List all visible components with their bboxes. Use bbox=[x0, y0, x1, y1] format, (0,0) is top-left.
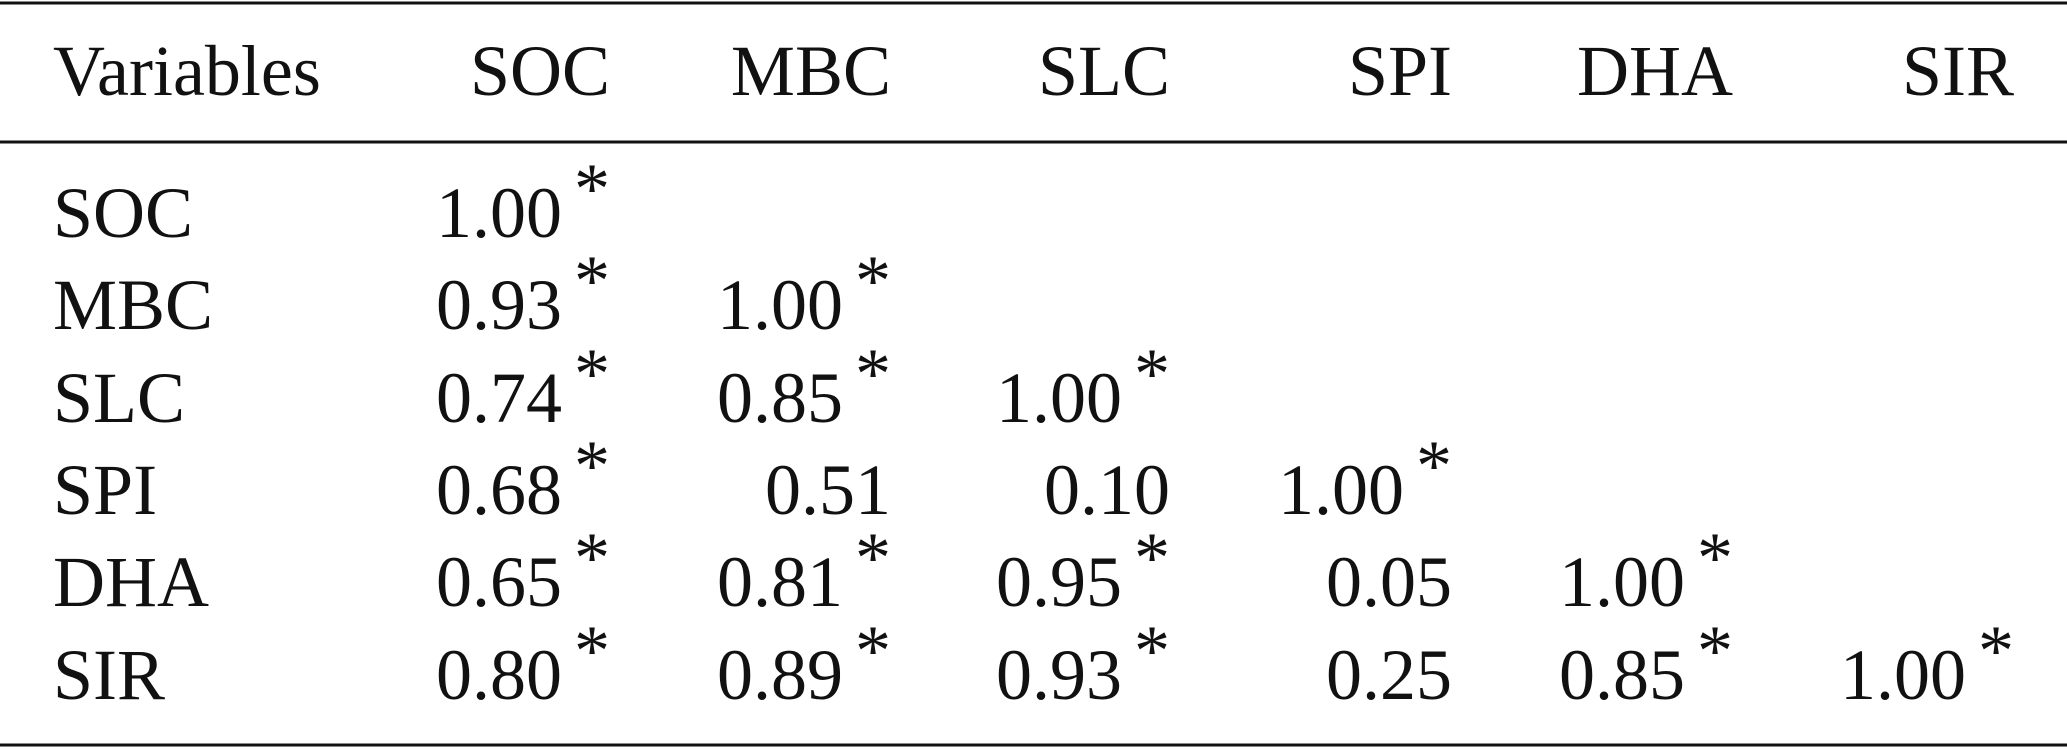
significance-mark: * bbox=[855, 611, 891, 691]
significance-mark: * bbox=[574, 426, 610, 506]
cell: 0.05 bbox=[1326, 542, 1452, 622]
significance-mark: * bbox=[1416, 426, 1452, 506]
cell: 0.74 * bbox=[436, 334, 610, 438]
cell-value: 0.95 bbox=[996, 542, 1122, 622]
cell-value: 0.89 bbox=[717, 635, 843, 715]
header-cell: SPI bbox=[1348, 31, 1452, 111]
significance-mark: * bbox=[574, 149, 610, 229]
cell-value: 0.65 bbox=[436, 542, 562, 622]
cell-value: 1.00 bbox=[996, 358, 1122, 438]
significance-mark: * bbox=[574, 241, 610, 321]
row-label: DHA bbox=[53, 542, 209, 622]
cell: 0.80 * bbox=[436, 611, 610, 715]
cell: 1.00 * bbox=[1278, 426, 1452, 530]
header-cell: SIR bbox=[1902, 31, 2014, 111]
cell: 1.00 * bbox=[1840, 611, 2014, 715]
significance-mark: * bbox=[1697, 518, 1733, 598]
cell-value: 1.00 bbox=[1278, 450, 1404, 530]
significance-mark: * bbox=[1697, 611, 1733, 691]
cell: 1.00 * bbox=[1559, 518, 1733, 622]
cell-value: 0.25 bbox=[1326, 635, 1452, 715]
header-cell: DHA bbox=[1577, 31, 1733, 111]
cell-value: 0.93 bbox=[436, 265, 562, 345]
cell-value: 0.81 bbox=[717, 542, 843, 622]
cell: 0.85 * bbox=[1559, 611, 1733, 715]
cell: 0.65 * bbox=[436, 518, 610, 622]
cell: 0.89 * bbox=[717, 611, 891, 715]
cell-value: 0.05 bbox=[1326, 542, 1452, 622]
cell: 0.95 * bbox=[996, 518, 1170, 622]
cell: 0.10 bbox=[1044, 450, 1170, 530]
cell-value: 1.00 bbox=[1840, 635, 1966, 715]
cell-value: 1.00 bbox=[436, 173, 562, 253]
significance-mark: * bbox=[574, 518, 610, 598]
cell: 0.51 bbox=[765, 450, 891, 530]
cell-value: 0.80 bbox=[436, 635, 562, 715]
significance-mark: * bbox=[574, 334, 610, 414]
cell-value: 0.10 bbox=[1044, 450, 1170, 530]
row-label: MBC bbox=[53, 265, 213, 345]
header-cell: MBC bbox=[731, 31, 891, 111]
cell: 0.68 * bbox=[436, 426, 610, 530]
cell: 0.85 * bbox=[717, 334, 891, 438]
header-cell: Variables bbox=[53, 31, 321, 111]
row-label: SIR bbox=[53, 635, 165, 715]
significance-mark: * bbox=[855, 334, 891, 414]
cell-value: 0.74 bbox=[436, 358, 562, 438]
cell: 1.00 * bbox=[996, 334, 1170, 438]
row-label: SOC bbox=[53, 173, 193, 253]
cell-value: 0.85 bbox=[717, 358, 843, 438]
cell-value: 0.68 bbox=[436, 450, 562, 530]
row-label: SLC bbox=[53, 358, 185, 438]
cell-value: 1.00 bbox=[717, 265, 843, 345]
cell: 1.00 * bbox=[436, 149, 610, 253]
significance-mark: * bbox=[1134, 334, 1170, 414]
significance-mark: * bbox=[574, 611, 610, 691]
header-cell: SOC bbox=[470, 31, 610, 111]
cell: 0.25 bbox=[1326, 635, 1452, 715]
cell-value: 0.85 bbox=[1559, 635, 1685, 715]
cell-value: 0.93 bbox=[996, 635, 1122, 715]
significance-mark: * bbox=[855, 518, 891, 598]
cell: 0.81 * bbox=[717, 518, 891, 622]
cell: 0.93 * bbox=[996, 611, 1170, 715]
significance-mark: * bbox=[1134, 518, 1170, 598]
header-cell: SLC bbox=[1038, 31, 1170, 111]
cell-value: 1.00 bbox=[1559, 542, 1685, 622]
significance-mark: * bbox=[855, 241, 891, 321]
row-label: SPI bbox=[53, 450, 157, 530]
significance-mark: * bbox=[1978, 611, 2014, 691]
cell: 1.00 * bbox=[717, 241, 891, 345]
significance-mark: * bbox=[1134, 611, 1170, 691]
cell: 0.93 * bbox=[436, 241, 610, 345]
cell-value: 0.51 bbox=[765, 450, 891, 530]
